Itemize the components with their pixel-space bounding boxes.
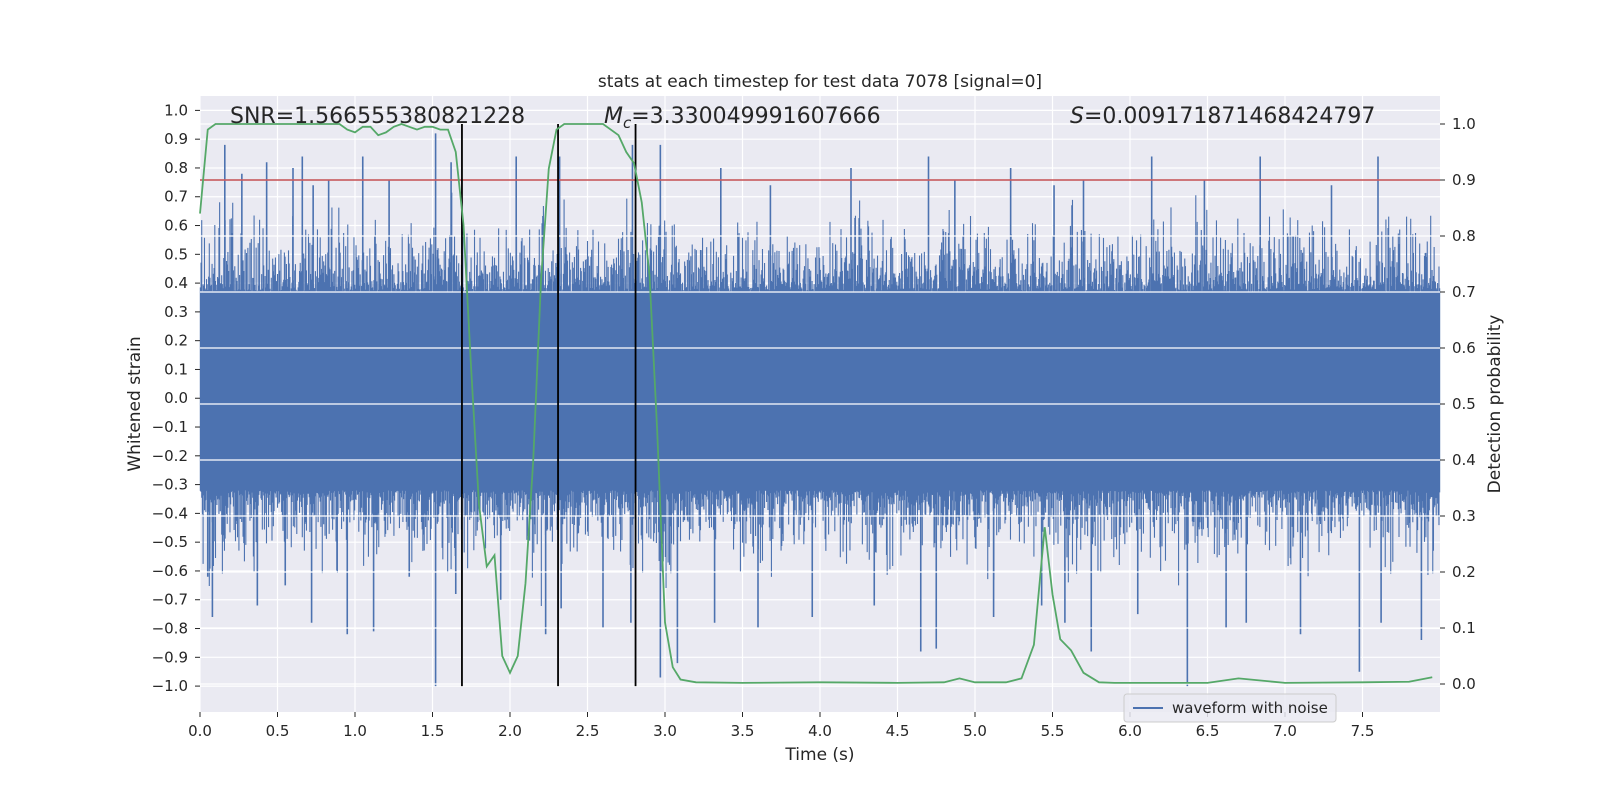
probability-series <box>199 123 1433 684</box>
y2-tick-label-0: 0.0 <box>1452 675 1476 693</box>
y-tick-label-14: 0.4 <box>164 274 188 292</box>
chirp-mass-value: =3.330049991607666 <box>631 104 880 129</box>
y2-tick-label-2: 0.2 <box>1452 563 1476 581</box>
x-tick-label-2: 1.0 <box>343 722 367 740</box>
y-tick-label-6: −0.4 <box>152 504 188 522</box>
x-tick-label-12: 6.0 <box>1118 722 1142 740</box>
s-symbol: S <box>1070 104 1084 129</box>
y2-tick-label-9: 0.9 <box>1452 171 1476 189</box>
y-tick-label-15: 0.5 <box>164 245 188 263</box>
legend-box <box>1123 693 1337 723</box>
y-tick-label-5: −0.5 <box>152 533 188 551</box>
y-axis-label: Whitened strain <box>125 336 145 471</box>
x-tick-label-0: 0.0 <box>188 722 212 740</box>
y-tick-label-18: 0.8 <box>164 159 188 177</box>
y-tick-label-17: 0.7 <box>164 188 188 206</box>
x-tick-label-14: 7.0 <box>1273 722 1297 740</box>
y-tick-label-8: −0.2 <box>152 447 188 465</box>
y-tick-label-20: 1.0 <box>164 101 188 119</box>
x-axis-label: Time (s) <box>784 745 854 765</box>
y2-tick-label-10: 1.0 <box>1452 115 1476 133</box>
x-tick-label-4: 2.0 <box>498 722 522 740</box>
y-tick-label-9: −0.1 <box>152 418 188 436</box>
probability-line <box>199 123 1433 684</box>
y2-tick-label-8: 0.8 <box>1452 227 1476 245</box>
s-value: =0.009171871468424797 <box>1084 104 1375 129</box>
x-tick-label-13: 6.5 <box>1196 722 1220 740</box>
chirp-mass-annotation: Mc=3.330049991607666 <box>604 104 881 132</box>
y-tick-label-1: −0.9 <box>152 648 188 666</box>
y2-tick-label-4: 0.4 <box>1452 451 1476 469</box>
s-annotation: S=0.009171871468424797 <box>1070 104 1375 129</box>
snr-annotation: SNR=1.566555380821228 <box>230 104 525 129</box>
x-tick-label-10: 5.0 <box>963 722 987 740</box>
x-tick-label-15: 7.5 <box>1351 722 1375 740</box>
legend-label: waveform with noise <box>1172 699 1328 717</box>
y2-tick-label-7: 0.7 <box>1452 283 1476 301</box>
waveform-core-band <box>200 297 1440 485</box>
x-tick-label-5: 2.5 <box>576 722 600 740</box>
y-tick-label-11: 0.1 <box>164 360 188 378</box>
axis-ticks: 0.0 0.5 1.0 1.5 2.0 2.5 3.0 3.5 4.0 4.5 5.0 5.5 6.0 6… <box>152 101 1476 740</box>
legend: waveform with noise <box>1123 693 1337 723</box>
x-tick-label-6: 3.0 <box>653 722 677 740</box>
y-tick-label-3: −0.7 <box>152 591 188 609</box>
chirp-mass-subscript: c <box>623 114 632 132</box>
y-tick-label-2: −0.8 <box>152 620 188 638</box>
y2-tick-label-3: 0.3 <box>1452 507 1476 525</box>
y2-tick-label-1: 0.1 <box>1452 619 1476 637</box>
x-tick-label-11: 5.5 <box>1041 722 1065 740</box>
x-tick-label-7: 3.5 <box>731 722 755 740</box>
chirp-mass-symbol: M <box>604 104 623 129</box>
y-tick-label-10: 0.0 <box>164 389 188 407</box>
x-tick-label-8: 4.0 <box>808 722 832 740</box>
x-tick-label-9: 4.5 <box>886 722 910 740</box>
y-tick-label-7: −0.3 <box>152 476 188 494</box>
y2-axis-label: Detection probability <box>1485 315 1505 494</box>
overlay-grid <box>200 123 1440 685</box>
x-tick-label-3: 1.5 <box>421 722 445 740</box>
y-tick-label-16: 0.6 <box>164 217 188 235</box>
y-tick-label-19: 0.9 <box>164 130 188 148</box>
y-tick-label-13: 0.3 <box>164 303 188 321</box>
y2-tick-label-6: 0.6 <box>1452 339 1476 357</box>
y-tick-label-4: −0.6 <box>152 562 188 580</box>
y2-tick-label-5: 0.5 <box>1452 395 1476 413</box>
waveform-series <box>199 133 1441 687</box>
x-tick-label-1: 0.5 <box>266 722 290 740</box>
y-tick-label-0: −1.0 <box>152 677 188 695</box>
chart-title: stats at each timestep for test data 707… <box>598 72 1042 92</box>
y-tick-label-12: 0.2 <box>164 332 188 350</box>
